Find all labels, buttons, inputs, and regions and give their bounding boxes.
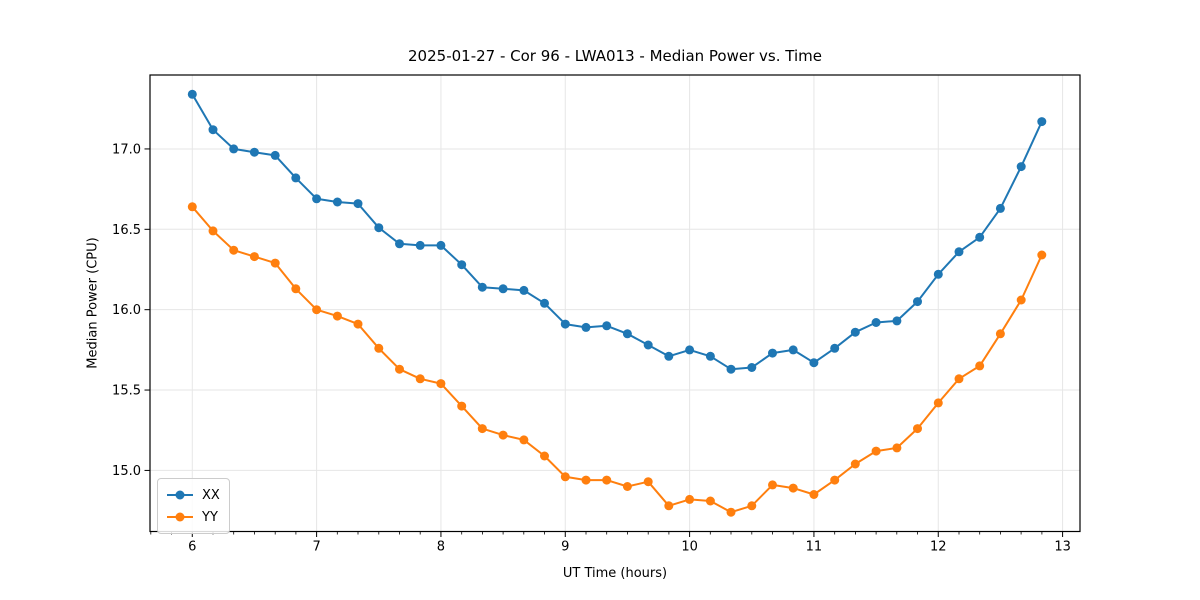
svg-text:15.5: 15.5 — [112, 384, 141, 399]
legend-item-xx: XX — [165, 484, 220, 506]
svg-text:13: 13 — [1054, 540, 1071, 555]
legend-line-marker-icon — [167, 490, 193, 500]
svg-text:6: 6 — [188, 540, 196, 555]
legend: XX YY — [157, 478, 230, 534]
svg-text:16.5: 16.5 — [112, 223, 141, 238]
x-axis-label: UT Time (hours) — [562, 566, 668, 581]
svg-text:9: 9 — [561, 540, 569, 555]
svg-text:15.0: 15.0 — [112, 464, 141, 479]
svg-text:10: 10 — [681, 540, 698, 555]
svg-text:12: 12 — [930, 540, 947, 555]
svg-text:11: 11 — [806, 540, 823, 555]
chart-title: 2025-01-27 - Cor 96 - LWA013 - Median Po… — [408, 47, 822, 65]
legend-label-xx: XX — [202, 487, 220, 503]
svg-text:17.0: 17.0 — [112, 142, 141, 157]
svg-text:8: 8 — [437, 540, 445, 555]
legend-item-yy: YY — [165, 506, 220, 528]
svg-text:16.0: 16.0 — [112, 303, 141, 318]
legend-line-marker-icon — [167, 512, 193, 522]
y-axis-label: Median Power (CPU) — [85, 237, 101, 369]
svg-text:7: 7 — [312, 540, 320, 555]
legend-label-yy: YY — [202, 509, 218, 525]
